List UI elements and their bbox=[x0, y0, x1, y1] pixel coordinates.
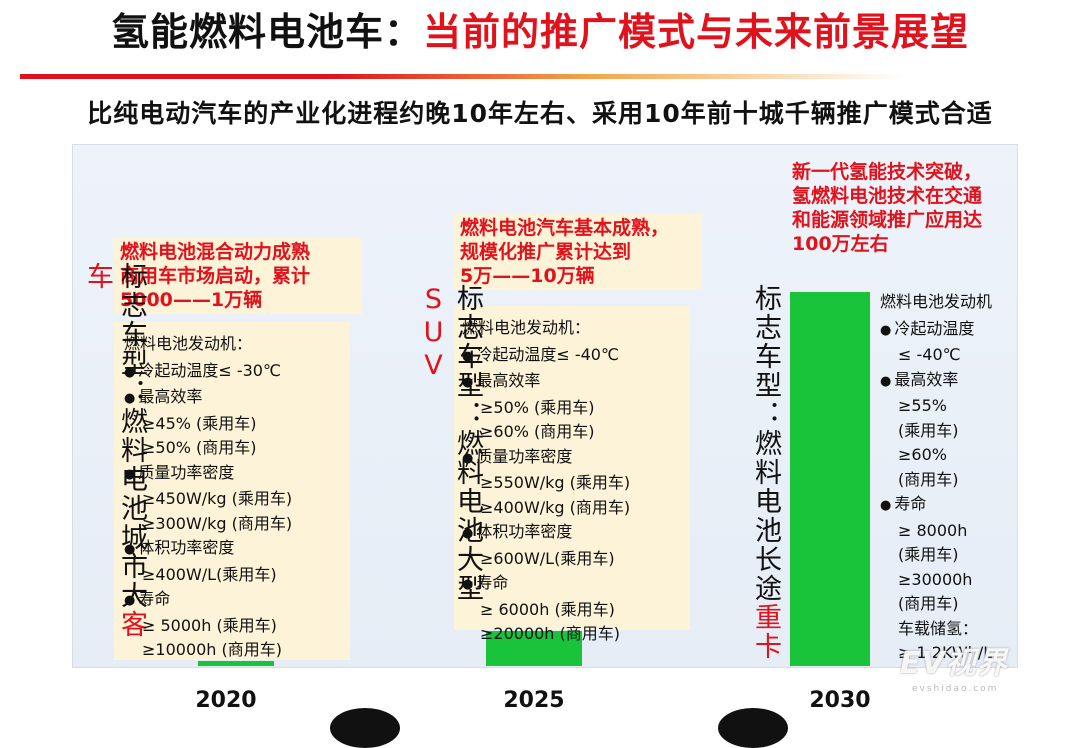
spec-value: (商用车) bbox=[898, 594, 959, 613]
specs-title: 燃料电池发动机： bbox=[462, 318, 591, 337]
spec-heading: 冷起动温度≤ -40℃ bbox=[462, 343, 630, 370]
bar-2020 bbox=[198, 661, 274, 666]
spec-heading: 寿命 bbox=[124, 587, 292, 614]
spec-value: ≥45% (乘用车) bbox=[142, 413, 257, 433]
specs-title: 燃料电池发动机： bbox=[124, 334, 253, 353]
callout-line: 燃料电池混合动力成熟 bbox=[120, 241, 311, 263]
spec-value: 车载储氢： bbox=[898, 618, 979, 638]
callout-line: 和能源领域推广应用达 bbox=[792, 209, 983, 231]
year-2020: 2020 bbox=[195, 688, 257, 713]
year-2030: 2030 bbox=[809, 688, 871, 713]
spec-value: ≥ 5000h (乘用车) bbox=[142, 615, 277, 635]
spec-value: ≥450W/kg (乘用车) bbox=[142, 489, 293, 508]
callout-line: 100万左右 bbox=[792, 233, 889, 255]
spec-list: 冷起动温度≤ -30℃最高效率≥45% (乘用车) ≥50% (商用车) 质量功率密… bbox=[124, 359, 292, 663]
spec-value: ≤ -40℃ bbox=[898, 345, 961, 364]
callout-line: 商用车市场启动，累计 bbox=[120, 265, 311, 287]
spec-value: ≥60% bbox=[898, 445, 947, 464]
spec-heading: 最高效率 bbox=[124, 385, 292, 412]
callout-line: 氢燃料电池技术在交通 bbox=[792, 185, 983, 207]
spec-value: (商用车) bbox=[898, 469, 959, 489]
spec-value: ≥400W/kg (商用车) bbox=[480, 497, 631, 517]
vehicle-suffix: 重卡 bbox=[750, 603, 781, 661]
spec-value: ≥10000h (商用车) bbox=[142, 640, 283, 659]
spec-value: ≥ 8000h bbox=[898, 520, 968, 540]
bar-2030 bbox=[790, 292, 870, 666]
bar-2025 bbox=[486, 631, 582, 666]
spec-heading: 冷起动温度≤ -30℃ bbox=[124, 359, 292, 386]
spec-value: ≥ 1.2KWh/L bbox=[898, 643, 993, 662]
callout-2030: 新一代氢能技术突破， 氢燃料电池技术在交通 和能源领域推广应用达 100万左右 bbox=[792, 160, 1028, 256]
spec-heading: 寿命 bbox=[462, 571, 630, 598]
specs-2030: 燃料电池发动机 冷起动温度≤ -40℃ 最高效率≥55% (乘用车) ≥60% (商用车… bbox=[880, 290, 992, 666]
callout-line: 燃料电池汽车基本成熟， bbox=[460, 217, 670, 239]
vehicle-label-2030: 标志车型：燃料电池长途重卡 bbox=[748, 284, 782, 664]
spec-value: ≥60% (商用车) bbox=[480, 422, 595, 441]
callout-line: 5万——10万辆 bbox=[460, 265, 595, 287]
spec-heading: 冷起动温度 bbox=[880, 317, 992, 344]
spec-value: (乘用车) bbox=[898, 420, 959, 440]
spec-value: ≥600W/L(乘用车) bbox=[480, 548, 615, 568]
vehicle-label-2025: 标志车型：燃料电池大型SUV bbox=[416, 284, 484, 644]
specs-2025: 燃料电池发动机： 冷起动温度≤ -40℃最高效率≥50% (乘用车) ≥60% (… bbox=[462, 316, 630, 647]
spec-value: ≥50% (商用车) bbox=[142, 438, 257, 457]
callout-line: 规模化推广累计达到 bbox=[460, 241, 632, 263]
title-divider bbox=[20, 74, 1060, 79]
spec-value: (乘用车) bbox=[898, 545, 959, 564]
callout-line: 5000——1万辆 bbox=[120, 289, 263, 311]
spec-heading: 寿命 bbox=[880, 492, 992, 519]
spec-list: 冷起动温度≤ -40℃ 最高效率≥55% (乘用车) ≥60% (商用车) 寿命≥ 800… bbox=[880, 317, 992, 666]
spec-heading: 最高效率 bbox=[880, 368, 992, 395]
page-title: 氢能燃料电池车：当前的推广模式与未来前景展望 bbox=[0, 4, 1080, 60]
spec-heading: 质量功率密度 bbox=[462, 445, 630, 472]
spec-list: 冷起动温度≤ -40℃最高效率≥50% (乘用车) ≥60% (商用车) 质量功率密… bbox=[462, 343, 630, 647]
spec-heading: 体积功率密度 bbox=[462, 520, 630, 547]
watermark-url: evshidao.com bbox=[912, 684, 999, 694]
vehicle-suffix: SUV bbox=[418, 284, 449, 383]
spec-heading: 最高效率 bbox=[462, 369, 630, 396]
spec-value: ≥400W/L(乘用车) bbox=[142, 564, 277, 584]
spec-value: ≥ 6000h (乘用车) bbox=[480, 599, 615, 619]
decorative-shape bbox=[718, 708, 788, 748]
spec-value: ≥55% bbox=[898, 396, 947, 415]
vehicle-suffix: 客车 bbox=[82, 262, 147, 639]
spec-heading: 质量功率密度 bbox=[124, 461, 292, 488]
title-main: 氢能燃料电池车： bbox=[110, 10, 423, 54]
spec-value: ≥300W/kg (商用车) bbox=[142, 513, 293, 533]
vehicle-prefix: 标志车型：燃料电池大型 bbox=[452, 284, 483, 603]
callout-line: 新一代氢能技术突破， bbox=[792, 161, 983, 183]
specs-2020: 燃料电池发动机： 冷起动温度≤ -30℃最高效率≥45% (乘用车) ≥50% (… bbox=[124, 332, 292, 663]
callout-2020: 燃料电池混合动力成熟 商用车市场启动，累计 5000——1万辆 bbox=[114, 238, 362, 314]
vehicle-label-2020: 标志车型：燃料电池城市大客车 bbox=[80, 262, 148, 662]
spec-value: ≥20000h (商用车) bbox=[480, 624, 621, 643]
year-2025: 2025 bbox=[503, 688, 565, 713]
decorative-shape bbox=[330, 708, 400, 748]
callout-2025: 燃料电池汽车基本成熟， 规模化推广累计达到 5万——10万辆 bbox=[454, 214, 702, 290]
spec-heading: 体积功率密度 bbox=[124, 536, 292, 563]
spec-value: ≥50% (乘用车) bbox=[480, 397, 595, 417]
spec-value: ≥550W/kg (乘用车) bbox=[480, 473, 631, 492]
page-subtitle: 比纯电动汽车的产业化进程约晚10年左右、采用10年前十城千辆推广模式合适 bbox=[87, 99, 993, 128]
spec-value: ≥30000h bbox=[898, 569, 973, 589]
title-accent: 当前的推广模式与未来前景展望 bbox=[423, 10, 970, 54]
watermark-logo: EV视界 bbox=[900, 646, 1008, 681]
vehicle-prefix: 标志车型：燃料电池长途 bbox=[750, 284, 781, 603]
specs-title: 燃料电池发动机 bbox=[880, 292, 993, 311]
